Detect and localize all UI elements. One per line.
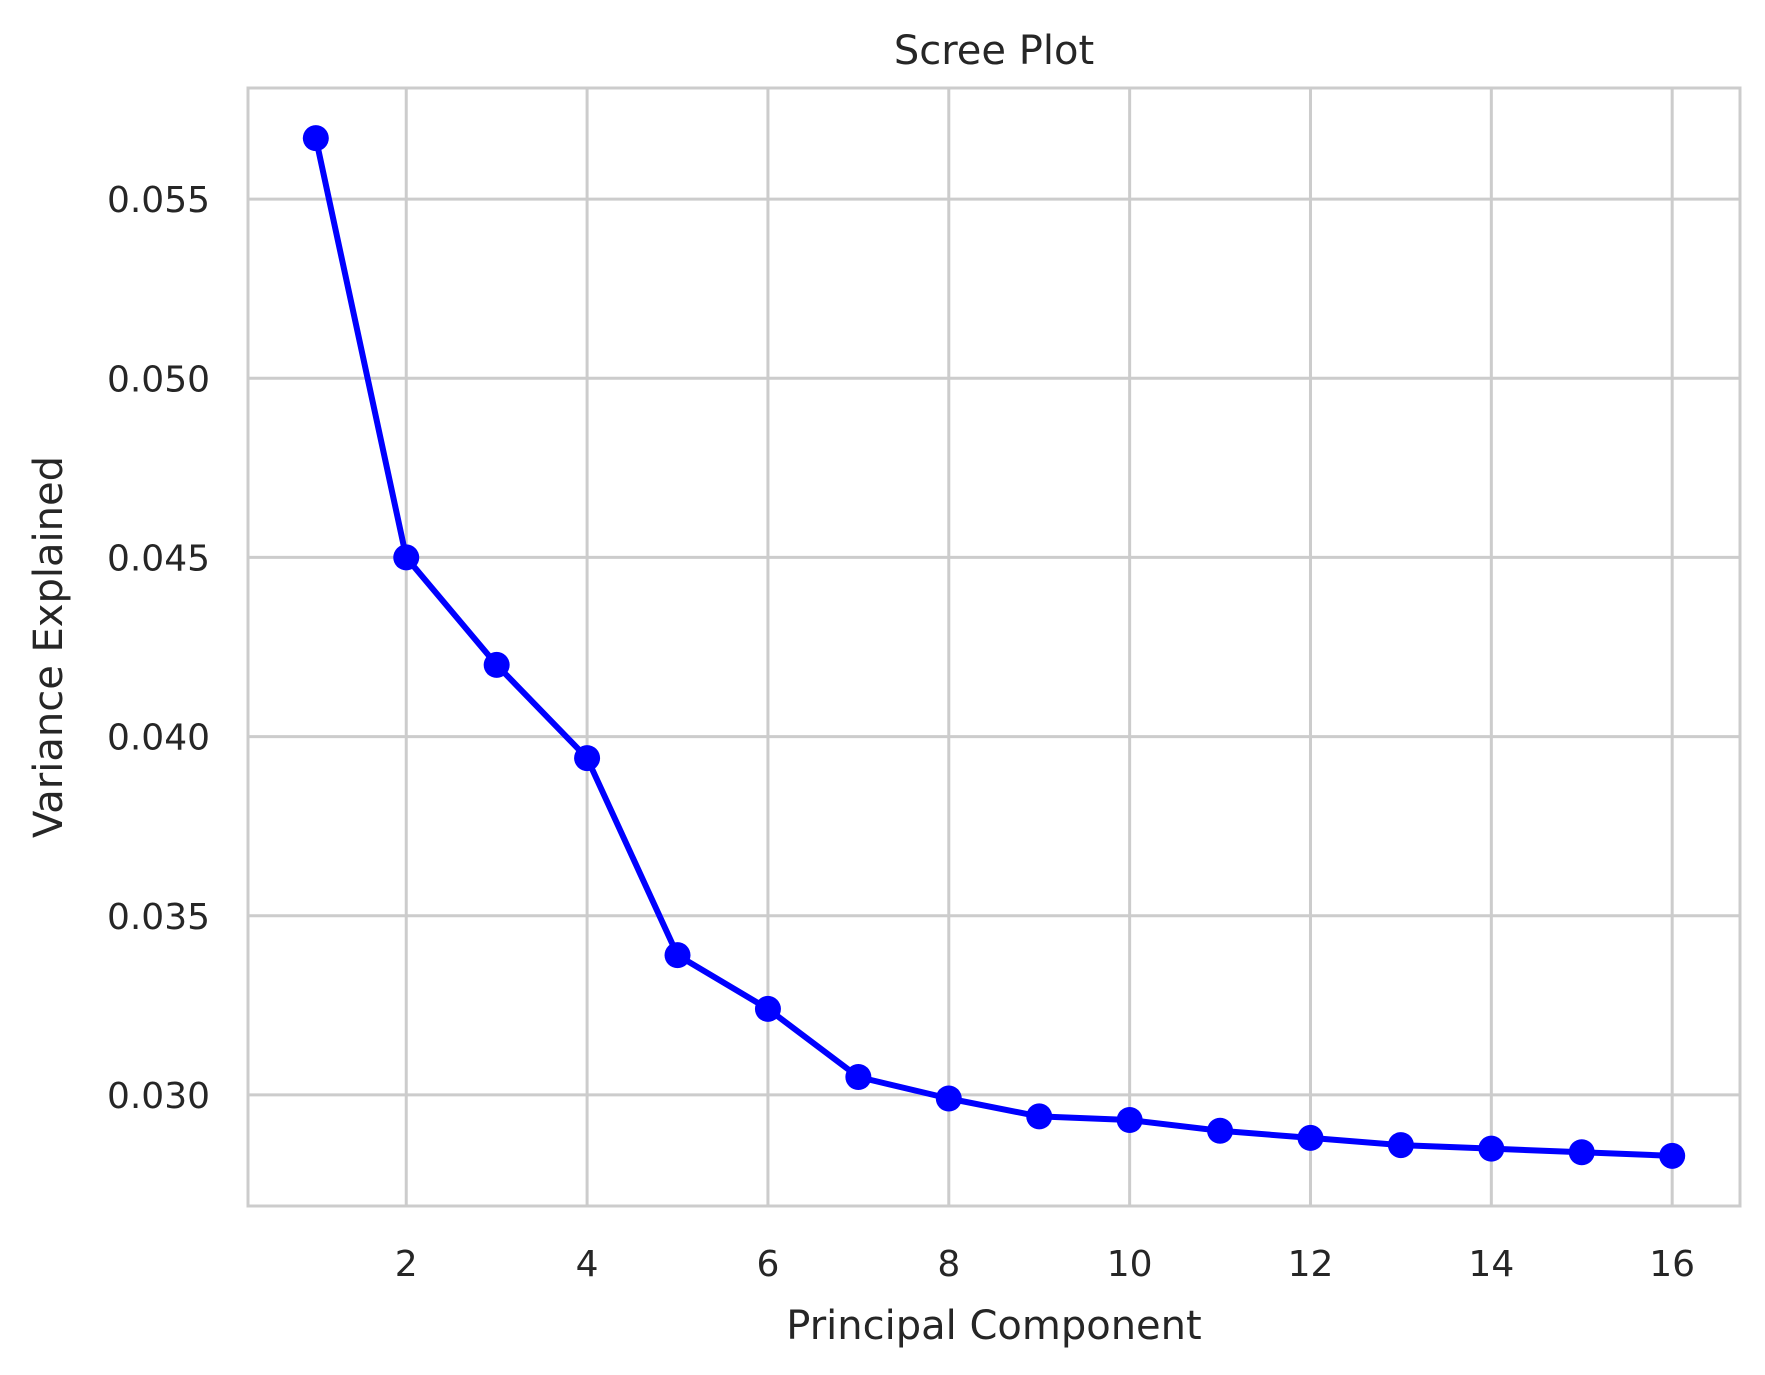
data-point-pc-13 <box>1387 1132 1414 1159</box>
grid-lines <box>248 88 1740 1206</box>
x-tick-labels: 2 4 6 8 10 12 14 16 <box>395 1244 1695 1285</box>
y-tick-label: 0.040 <box>107 718 210 759</box>
data-point-pc-14 <box>1478 1135 1505 1162</box>
data-series <box>302 125 1686 1169</box>
x-tick-label: 10 <box>1107 1244 1153 1285</box>
y-tick-label: 0.030 <box>107 1076 210 1117</box>
data-point-pc-9 <box>1026 1103 1053 1130</box>
data-point-pc-11 <box>1207 1117 1234 1144</box>
data-point-pc-4 <box>574 745 601 772</box>
chart-title: Scree Plot <box>894 28 1094 74</box>
data-point-pc-6 <box>754 995 781 1022</box>
y-tick-label: 0.050 <box>107 359 210 400</box>
y-tick-labels: 0.030 0.035 0.040 0.045 0.050 0.055 <box>107 180 210 1117</box>
plot-frame <box>246 86 1742 1208</box>
x-tick-label: 6 <box>756 1244 779 1285</box>
y-axis-label: Variance Explained <box>26 456 72 838</box>
data-point-pc-15 <box>1568 1139 1595 1166</box>
data-point-pc-1 <box>302 125 329 152</box>
data-point-pc-10 <box>1116 1107 1143 1133</box>
y-tick-label: 0.035 <box>107 897 210 938</box>
data-point-pc-2 <box>393 544 420 571</box>
x-tick-label: 8 <box>937 1244 960 1285</box>
data-point-pc-8 <box>935 1085 962 1112</box>
data-point-pc-12 <box>1297 1124 1324 1151</box>
data-point-pc-3 <box>483 651 510 678</box>
x-tick-label: 12 <box>1288 1244 1334 1285</box>
x-tick-label: 14 <box>1468 1244 1514 1285</box>
y-tick-label: 0.045 <box>107 538 210 579</box>
data-point-pc-5 <box>664 942 691 969</box>
x-tick-label: 2 <box>395 1244 418 1285</box>
data-point-pc-7 <box>845 1064 872 1090</box>
x-tick-label: 4 <box>576 1244 599 1285</box>
series-line <box>312 137 1673 1159</box>
x-tick-label: 16 <box>1649 1244 1695 1285</box>
data-point-pc-16 <box>1659 1142 1686 1169</box>
x-axis-label: Principal Component <box>786 1303 1201 1349</box>
y-tick-label: 0.055 <box>107 180 210 221</box>
